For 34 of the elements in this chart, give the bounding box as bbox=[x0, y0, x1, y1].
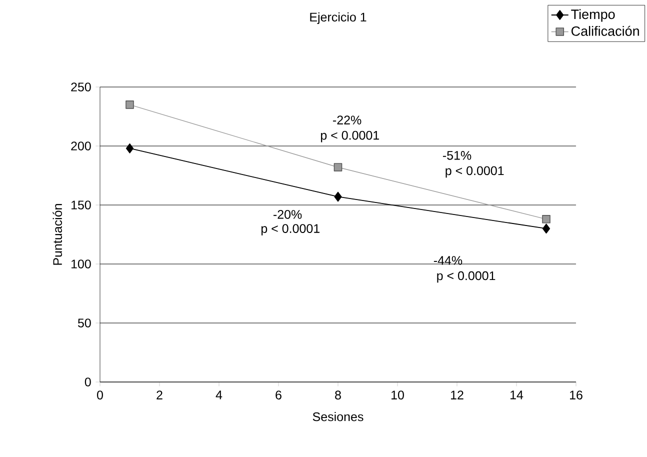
point bbox=[334, 192, 342, 202]
legend-label: Calificación bbox=[572, 26, 639, 36]
y-tick-label: 200 bbox=[71, 142, 91, 150]
x-axis-title: Sesiones bbox=[312, 412, 364, 422]
point bbox=[334, 163, 342, 172]
x-tick-label: 2 bbox=[156, 390, 162, 400]
annotation: -22% bbox=[333, 116, 362, 124]
point bbox=[542, 224, 550, 234]
annotation: -51% bbox=[442, 151, 472, 160]
point bbox=[126, 143, 134, 154]
x-tick-label: 6 bbox=[276, 390, 282, 400]
x-tick-label: 16 bbox=[570, 390, 582, 400]
x-tick-label: 10 bbox=[392, 390, 404, 400]
x-tick-label: 8 bbox=[335, 390, 341, 400]
legend-label: Tiempo bbox=[571, 9, 615, 22]
y-tick-label: 250 bbox=[71, 82, 91, 92]
annotation: -44% bbox=[434, 256, 462, 265]
x-tick-label: 14 bbox=[510, 390, 524, 400]
point bbox=[126, 100, 134, 109]
point bbox=[542, 215, 550, 224]
chart-title: Ejercicio 1 bbox=[310, 12, 366, 24]
annotation: -20% bbox=[274, 210, 302, 219]
annotation: p < 0.0001 bbox=[320, 130, 379, 142]
annotation: p < 0.0001 bbox=[261, 224, 320, 236]
annotation: p < 0.0001 bbox=[437, 271, 496, 283]
y-tick-label: 50 bbox=[78, 318, 91, 328]
y-axis-title: Puntuación bbox=[52, 204, 62, 265]
x-tick-label: 4 bbox=[216, 390, 222, 400]
y-tick-label: 100 bbox=[71, 260, 91, 268]
x-tick-label: 12 bbox=[451, 390, 464, 400]
x-tick-label: 0 bbox=[97, 390, 103, 400]
y-tick-label: 150 bbox=[71, 200, 91, 210]
annotation: p < 0.0001 bbox=[446, 166, 504, 178]
y-tick-label: 0 bbox=[84, 378, 91, 386]
